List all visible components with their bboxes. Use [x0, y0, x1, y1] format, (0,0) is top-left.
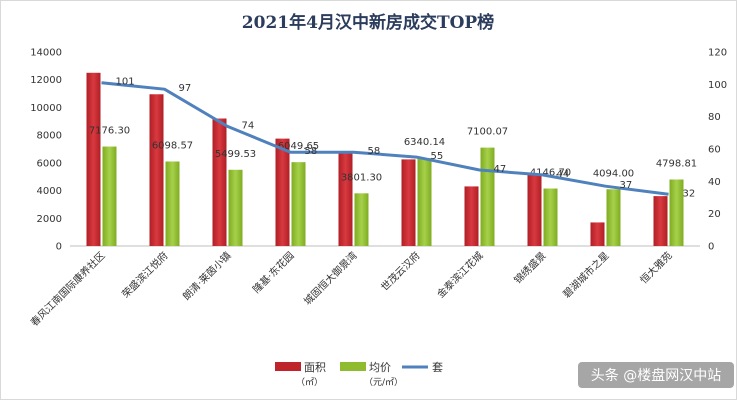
- y-right-tick-label: 20: [708, 209, 721, 220]
- legend: 面积 （㎡） 均价 （元/㎡） 套: [275, 361, 443, 388]
- bar-area: [275, 138, 290, 246]
- bar-area: [653, 196, 668, 246]
- legend-swatch-area: [275, 362, 301, 371]
- y-right-tick-label: 40: [708, 177, 721, 188]
- data-label-price: 5499.53: [215, 149, 256, 160]
- y-right-tick-label: 60: [708, 145, 721, 156]
- legend-label-units: 套: [432, 361, 443, 374]
- bar-price: [228, 169, 243, 246]
- bar-area: [590, 222, 605, 246]
- bar-area: [464, 186, 479, 246]
- data-label-price: 7100.07: [467, 127, 508, 138]
- bar-price: [543, 188, 558, 246]
- bar-area: [149, 94, 164, 246]
- y-right-tick-label: 100: [708, 80, 727, 91]
- y-left-tick-label: 14000: [30, 48, 62, 59]
- data-label-units: 74: [242, 120, 255, 131]
- data-label-price: 4798.81: [656, 159, 697, 170]
- data-label-price: 6098.57: [152, 140, 193, 151]
- legend-label-area: 面积: [304, 361, 326, 374]
- data-label-units: 47: [494, 164, 507, 175]
- y-left-tick-label: 4000: [37, 186, 62, 197]
- y-left-tick-label: 12000: [30, 75, 62, 86]
- data-label-units: 101: [116, 77, 135, 88]
- data-label-price: 7176.30: [89, 126, 130, 137]
- data-label-units: 37: [620, 180, 633, 191]
- bar-price: [354, 193, 369, 246]
- bar-area: [401, 159, 416, 246]
- data-label-units: 97: [179, 83, 192, 94]
- y-right-tick-label: 0: [708, 242, 714, 253]
- legend-label-price: 均价: [369, 361, 391, 374]
- data-label-units: 44: [557, 169, 570, 180]
- bar-price: [480, 147, 495, 246]
- bar-price: [102, 146, 117, 246]
- y-left-tick-label: 8000: [37, 131, 62, 142]
- watermark: 头条 @楼盘网汉中站: [578, 362, 734, 388]
- y-left-tick-label: 0: [56, 242, 62, 253]
- bar-price: [165, 161, 180, 246]
- data-label-price: 4094.00: [593, 168, 634, 179]
- data-label-units: 55: [431, 151, 444, 162]
- data-label-price: 6340.14: [404, 137, 445, 148]
- legend-unit-area: （㎡）: [296, 377, 323, 388]
- data-label-units: 58: [305, 146, 318, 157]
- bar-area: [86, 72, 101, 247]
- line-units: [101, 81, 669, 196]
- data-label-units: 58: [368, 146, 381, 157]
- bar-area: [212, 118, 227, 246]
- y-left-tick-label: 6000: [37, 158, 62, 169]
- watermark-text: 头条 @楼盘网汉中站: [591, 367, 721, 384]
- bar-price: [417, 158, 432, 246]
- bar-price: [669, 179, 684, 246]
- bar-area: [527, 173, 542, 246]
- bar-price: [606, 189, 621, 246]
- data-label-price: 4146.70: [530, 168, 571, 179]
- data-label-price: 6049.65: [278, 141, 319, 152]
- watermark-bg: [578, 362, 734, 388]
- data-label-price: 3801.30: [341, 172, 382, 183]
- y-right-tick-label: 120: [708, 48, 727, 59]
- legend-swatch-price: [340, 362, 366, 371]
- bar-area: [338, 153, 353, 246]
- legend-unit-price: （元/㎡）: [364, 377, 403, 388]
- chart-title: 2021年4月汉中新房成交TOP榜: [242, 12, 494, 33]
- data-label-units: 32: [683, 188, 696, 199]
- y-left-tick-label: 2000: [37, 214, 62, 225]
- bar-price: [291, 162, 306, 246]
- y-right-tick-label: 80: [708, 112, 721, 123]
- y-left-tick-label: 10000: [30, 103, 62, 114]
